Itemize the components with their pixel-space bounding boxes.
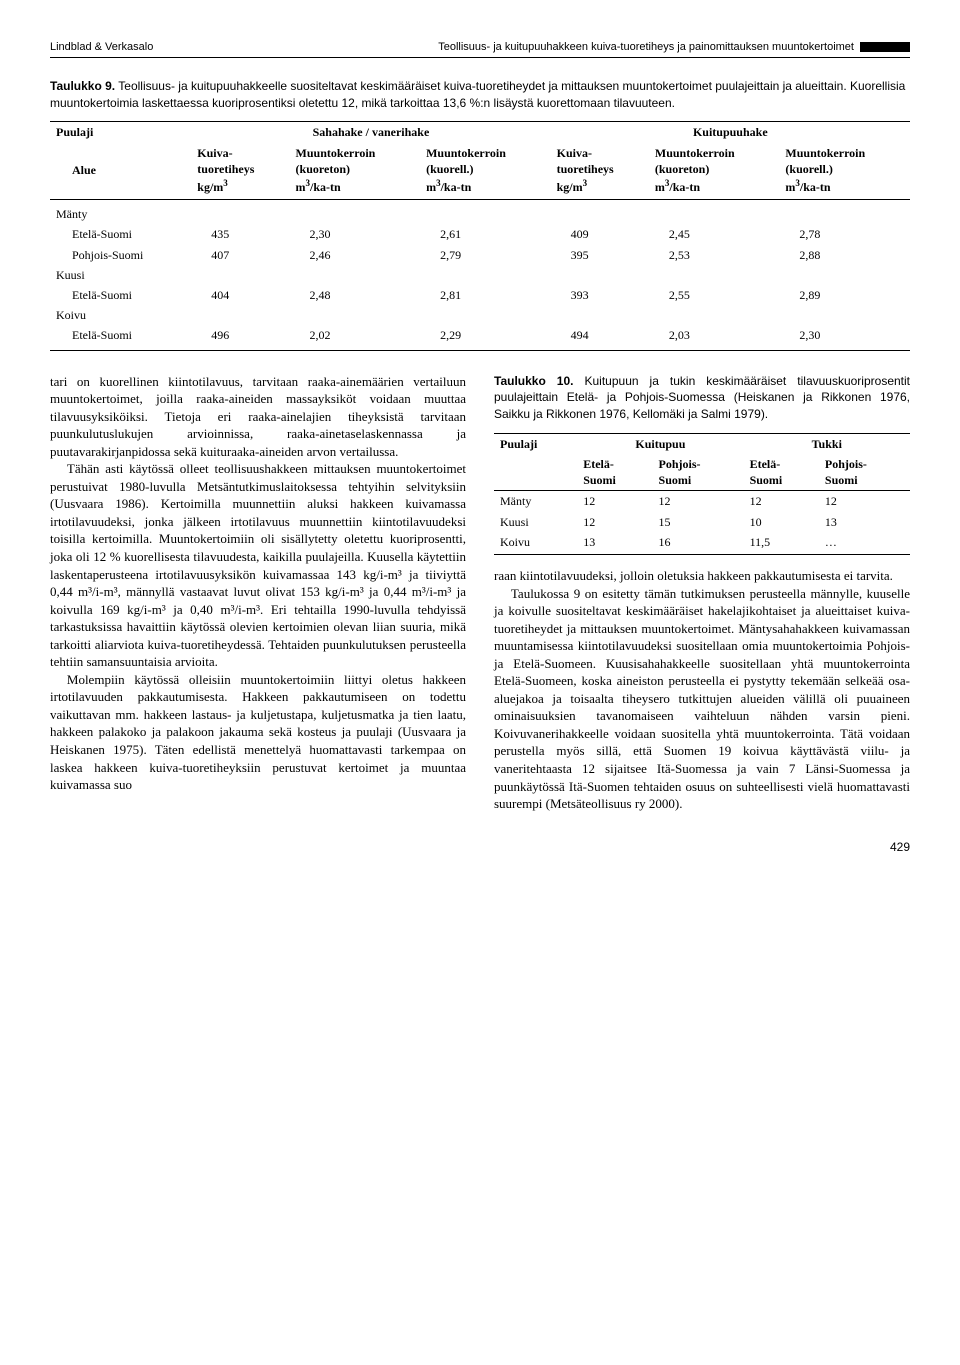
body-p2: Tähän asti käytössä olleet teollisuushak…	[50, 460, 466, 671]
header-title: Teollisuus- ja kuitupuuhakkeen kuiva-tuo…	[438, 40, 854, 55]
running-header: Lindblad & Verkasalo Teollisuus- ja kuit…	[50, 40, 910, 58]
table-row: Etelä-Suomi 435 2,30 2,61 409 2,45 2,78	[50, 224, 910, 244]
header-title-wrap: Teollisuus- ja kuitupuuhakkeen kuiva-tuo…	[438, 40, 910, 55]
table-row: Kuusi 12 15 10 13	[494, 512, 910, 532]
header-authors: Lindblad & Verkasalo	[50, 40, 153, 55]
th-k-kuiva: Kuiva-tuoretiheyskg/m3	[551, 143, 649, 200]
th-puulaji: Puulaji	[50, 122, 191, 143]
table-row: Etelä-Suomi 404 2,48 2,81 393 2,55 2,89	[50, 285, 910, 305]
th-k-mk1: Muuntokerroin(kuoreton)m3/ka-tn	[649, 143, 780, 200]
table-row: Pohjois-Suomi 407 2,46 2,79 395 2,53 2,8…	[50, 245, 910, 265]
t10-th-puulaji: Puulaji	[494, 433, 577, 454]
t10-th-te: Etelä-Suomi	[744, 454, 819, 491]
t10-th-kp: Pohjois-Suomi	[653, 454, 744, 491]
table10-label: Taulukko 10.	[494, 374, 573, 388]
table-row: Koivu 13 16 11,5 …	[494, 532, 910, 555]
table10: Puulaji Kuitupuu Tukki Etelä-Suomi Pohjo…	[494, 433, 910, 555]
group-koivu: Koivu	[50, 305, 191, 325]
th-k-mk2: Muuntokerroin(kuorell.)m3/ka-tn	[779, 143, 910, 200]
page-number: 429	[50, 839, 910, 855]
body-p3: Molempiin käytössä olleisiin muuntokerto…	[50, 671, 466, 794]
th-saha: Sahahake / vanerihake	[191, 122, 550, 143]
th-kuitu: Kuitupuuhake	[551, 122, 910, 143]
table9-body: Mänty Etelä-Suomi 435 2,30 2,61 409 2,45…	[50, 200, 910, 350]
table9-caption: Taulukko 9. Teollisuus- ja kuitupuuhakke…	[50, 78, 910, 112]
table10-caption: Taulukko 10. Kuitupuun ja tukin keskimää…	[494, 373, 910, 423]
t10-th-tukki: Tukki	[744, 433, 910, 454]
th-alue: Alue	[50, 143, 191, 200]
table-row: Etelä-Suomi 496 2,02 2,29 494 2,03 2,30	[50, 325, 910, 350]
t10-th-kuitupuu: Kuitupuu	[577, 433, 743, 454]
th-s-mk1: Muuntokerroin(kuoreton)m3/ka-tn	[290, 143, 421, 200]
group-kuusi: Kuusi	[50, 265, 191, 285]
table9-caption-text: Teollisuus- ja kuitupuuhakkeelle suosite…	[50, 79, 905, 110]
group-manty: Mänty	[50, 200, 191, 225]
body-p1: tari on kuorellinen kiintotilavuus, tarv…	[50, 373, 466, 461]
header-marker	[860, 42, 910, 52]
table-row: Mänty 12 12 12 12	[494, 491, 910, 512]
body-p4: raan kiintotilavuudeksi, jolloin oletuks…	[494, 567, 910, 585]
t10-th-ke: Etelä-Suomi	[577, 454, 652, 491]
table9-label: Taulukko 9.	[50, 79, 115, 93]
table9: Puulaji Sahahake / vanerihake Kuitupuuha…	[50, 121, 910, 350]
th-s-mk2: Muuntokerroin(kuorell.)m3/ka-tn	[420, 143, 551, 200]
body-p5: Taulukossa 9 on esitetty tämän tutkimuks…	[494, 585, 910, 813]
table10-wrap: Taulukko 10. Kuitupuun ja tukin keskimää…	[494, 373, 910, 556]
body-columns: tari on kuorellinen kiintotilavuus, tarv…	[50, 373, 910, 813]
t10-th-tp: Pohjois-Suomi	[819, 454, 910, 491]
th-s-kuiva: Kuiva-tuoretiheyskg/m3	[191, 143, 289, 200]
